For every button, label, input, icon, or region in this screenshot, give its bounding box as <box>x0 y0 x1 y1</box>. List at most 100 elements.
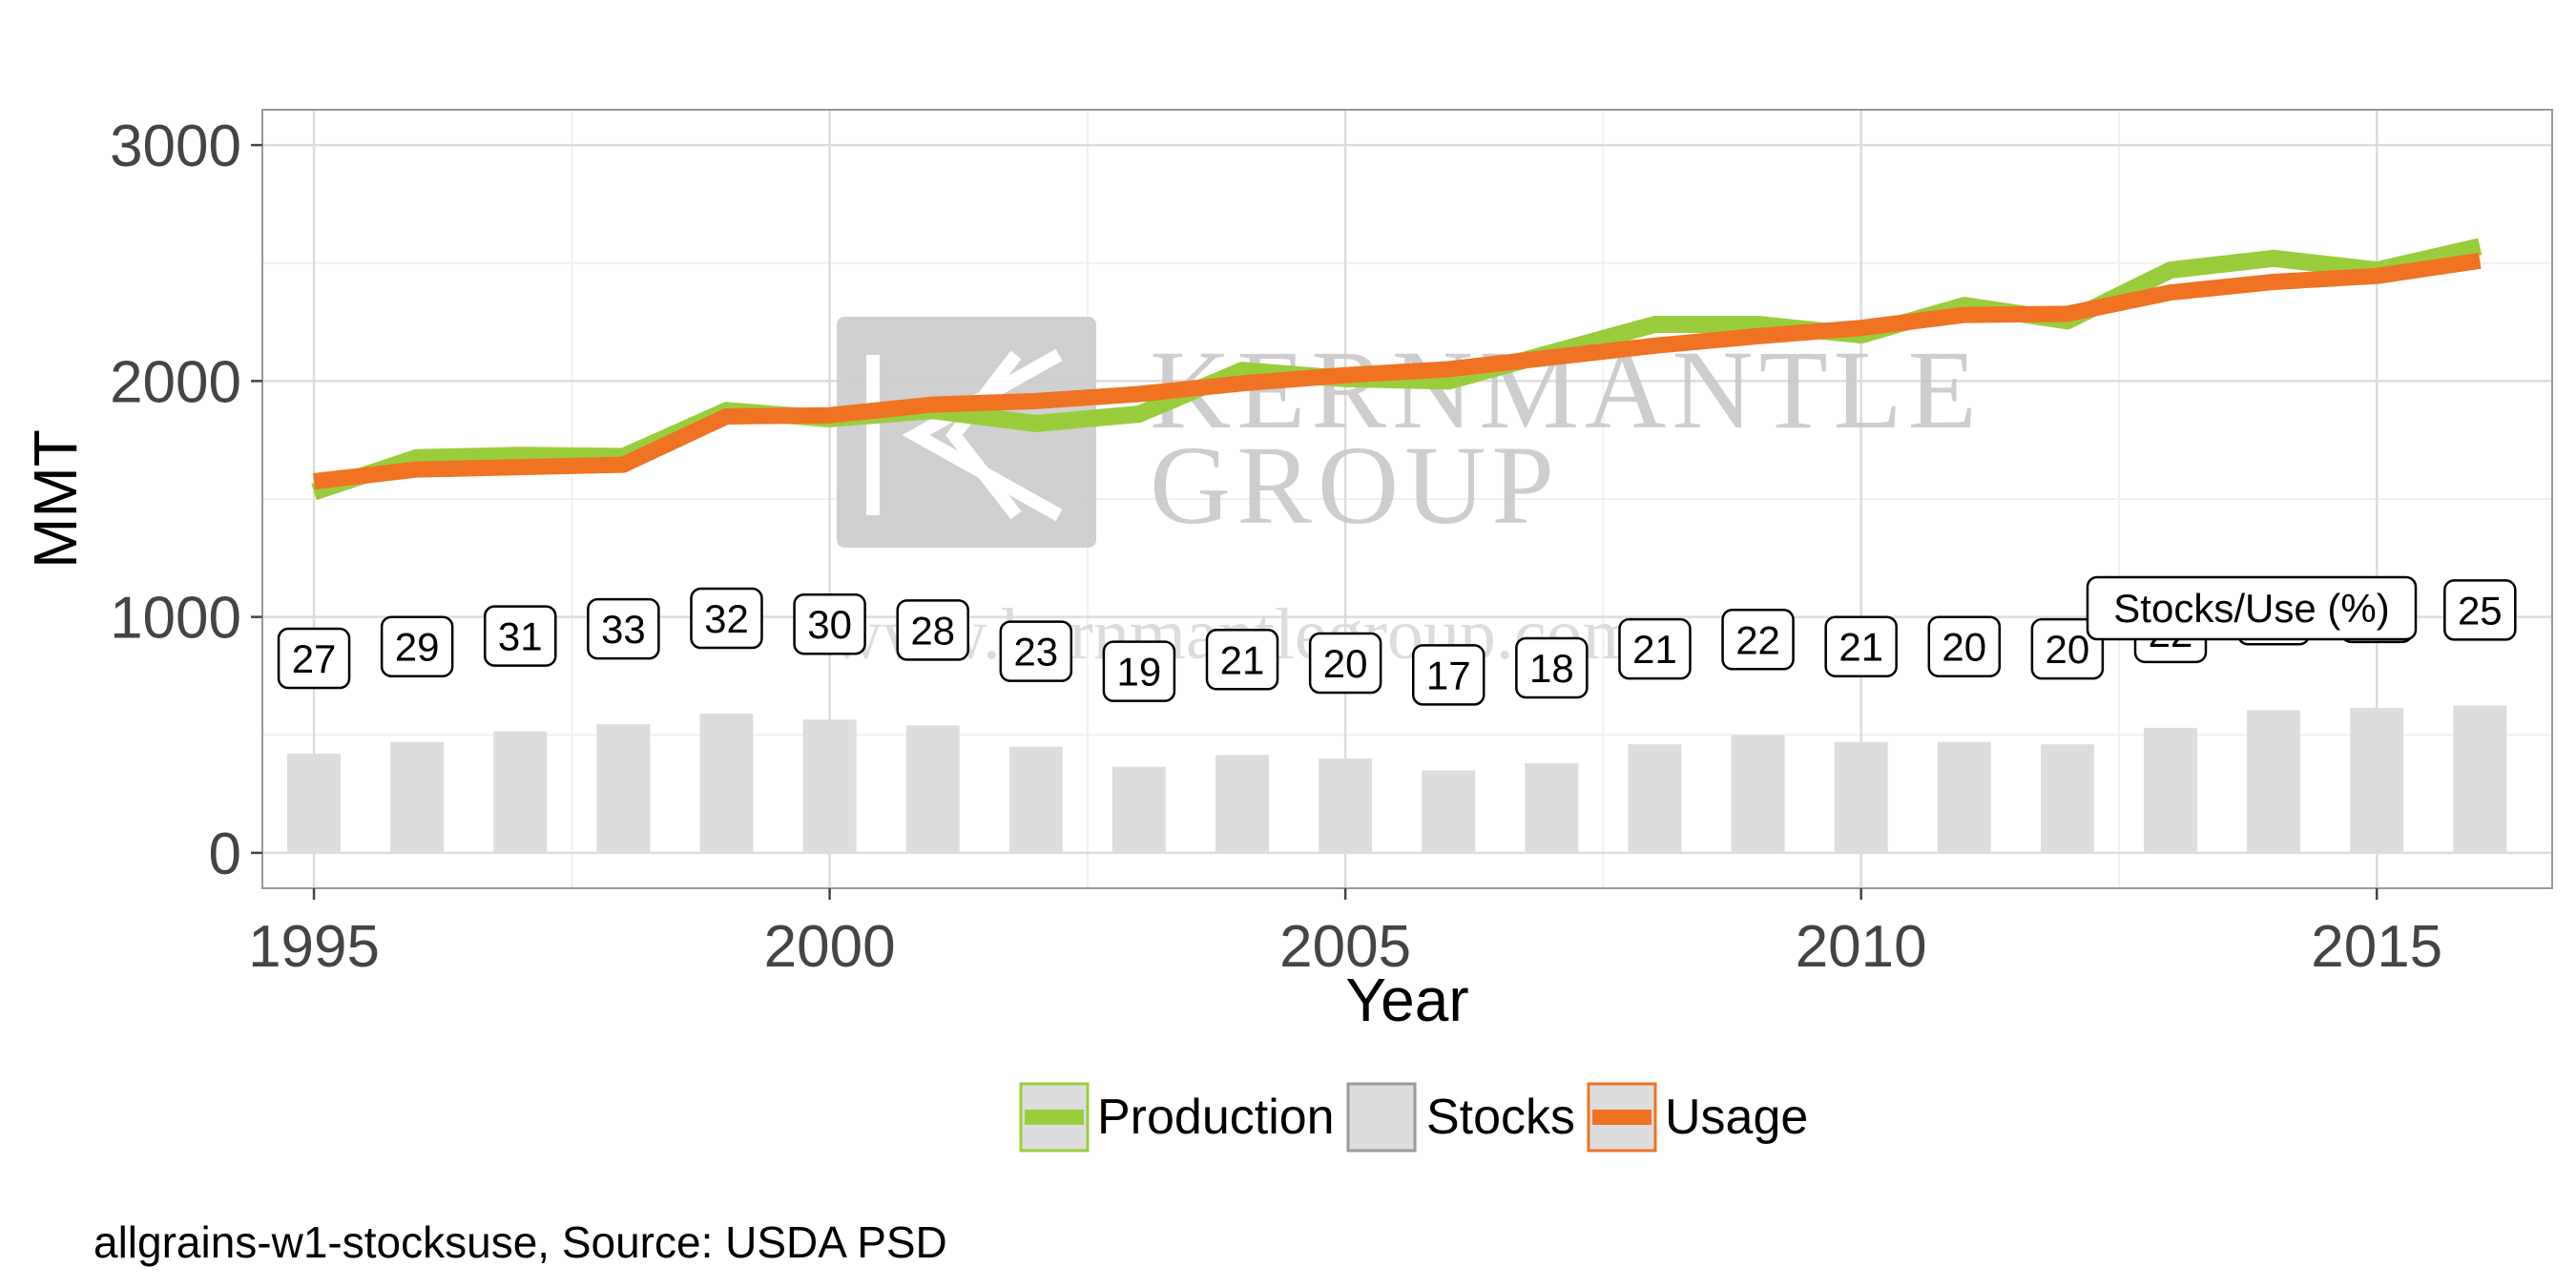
stocks-bar <box>1937 741 1991 853</box>
stocks-use-label: 20 <box>1308 632 1382 695</box>
x-tick-label: 2000 <box>764 914 896 980</box>
caption: allgrains-w1-stocksuse, Source: USDA PSD <box>93 1217 947 1267</box>
usage-line <box>313 252 2482 489</box>
stocks-use-label: 31 <box>484 605 557 667</box>
x-tick-label: 2010 <box>1796 914 1927 980</box>
stocks-use-label-box <box>484 605 557 667</box>
plot-panel-border <box>261 109 2553 889</box>
stocks-bar <box>905 725 960 853</box>
stocks-use-label-box <box>1515 636 1589 699</box>
stocks-use-label: 20 <box>2030 617 2105 680</box>
stocks-use-label-value: 25 <box>2458 588 2503 633</box>
x-tick-label: 1995 <box>248 914 380 980</box>
legend: Production Stocks Usage <box>1019 1082 1808 1153</box>
stocks-use-label-value: 21 <box>1220 637 1265 682</box>
stocks-bar <box>1008 746 1063 853</box>
stocks-use-label-box <box>1102 640 1176 702</box>
stocks-use-label-box <box>999 620 1073 682</box>
y-tick-label: 2000 <box>110 349 241 415</box>
stocks-use-label-value: 20 <box>1323 641 1368 686</box>
x-axis-title: Year <box>1345 966 1468 1034</box>
stocks-use-label: 17 <box>1411 644 1485 706</box>
stocks-use-label: 19 <box>1102 640 1176 702</box>
stocks-use-label-value: 21 <box>1839 625 1883 670</box>
stocks-use-label-value: 18 <box>1529 646 1574 691</box>
stocks-use-label-value: 22 <box>1735 617 1780 662</box>
stocks-bar <box>802 719 857 853</box>
stocks-use-label-box <box>1721 609 1795 671</box>
stocks-use-label-value: 31 <box>498 614 543 659</box>
x-tick-label: 2005 <box>1279 914 1411 980</box>
stocks-use-label-value: 17 <box>1426 653 1471 697</box>
stocks-bar <box>699 714 754 853</box>
stocks-use-label: 28 <box>896 599 969 661</box>
stocks-use-label: 32 <box>690 587 763 650</box>
stocks-bar <box>1111 766 1166 853</box>
stocks-bar <box>2350 707 2404 853</box>
stocks-use-label-value: 20 <box>1942 625 1986 670</box>
series-lines <box>311 238 2483 501</box>
watermark-line2: GROUP <box>1150 423 1560 548</box>
x-tick-label: 2015 <box>2311 914 2442 980</box>
y-tick-label: 1000 <box>110 586 241 652</box>
stocks-use-label: 21 <box>1205 629 1279 691</box>
stocks-bar <box>2453 705 2507 853</box>
stocks-use-label-box <box>1824 615 1898 677</box>
stocks-bar <box>2247 710 2301 853</box>
stocks-use-label: 18 <box>1515 636 1589 699</box>
stocks-bar <box>1215 755 1270 853</box>
stocks-bar <box>390 741 445 853</box>
stocks-use-label-box <box>2443 579 2517 641</box>
stocks-use-label-value: 28 <box>910 608 955 653</box>
legend-key <box>1346 1082 1417 1153</box>
stocks-use-label-value: 29 <box>395 625 440 670</box>
stocks-bar <box>493 731 548 853</box>
stocks-bar <box>1628 744 1682 853</box>
stocks-use-label: 25 <box>2443 579 2517 641</box>
stocks-use-label-box <box>277 627 351 690</box>
stocks-use-label-value: 30 <box>807 602 852 647</box>
stocks-use-label-box <box>1618 617 1692 680</box>
stocks-use-label-box <box>793 592 866 655</box>
stocks-use-label: 33 <box>587 597 660 660</box>
stocks-use-label-value: 33 <box>601 607 646 652</box>
legend-item-stocks: Stocks <box>1346 1082 1575 1153</box>
stocks-use-label-box <box>690 587 763 650</box>
stocks-bar <box>287 754 342 853</box>
stocks-use-label: 27 <box>277 627 351 690</box>
stocks-bar <box>596 724 651 853</box>
stocks-bar <box>1422 770 1476 853</box>
stocks-use-label: 29 <box>380 615 454 677</box>
y-tick-label: 3000 <box>110 114 241 179</box>
watermark-logo-mark <box>866 348 1063 522</box>
stocks-use-label: 21 <box>1824 615 1898 677</box>
stocks-use-label-value: 21 <box>1632 627 1677 672</box>
stocks-use-label-value: 19 <box>1117 650 1162 695</box>
y-axis-ticks: 0 1000 2000 3000 <box>110 114 262 887</box>
stocks-use-label: 20 <box>1927 615 2002 677</box>
y-axis-title: MMT <box>21 429 90 569</box>
stocks-use-label-box <box>1308 632 1382 695</box>
stocks-use-label: 22 <box>1721 609 1795 671</box>
stocks-use-label-value: 27 <box>292 636 337 681</box>
stocks-bars <box>287 705 2507 853</box>
stocks-use-label-value: 32 <box>704 596 749 641</box>
stocks-bar <box>1834 741 1888 853</box>
stocks-use-label-box <box>1927 615 2002 677</box>
y-tick-label: 0 <box>209 821 241 887</box>
stocks-use-label-value: 23 <box>1013 630 1058 675</box>
stocks-use-annotation: Stocks/Use (%) <box>2086 575 2418 641</box>
stocks-bar <box>1731 735 1785 853</box>
legend-item-production: Production <box>1019 1082 1335 1153</box>
stocks-use-label-value: 20 <box>2046 627 2090 672</box>
x-axis-ticks: 1995 2000 2005 2010 2015 <box>248 888 2442 980</box>
stocks-bar <box>1525 762 1579 853</box>
stocks-bar <box>2144 727 2197 853</box>
stocks-bar <box>1319 758 1373 853</box>
stocks-use-label: 30 <box>793 592 866 655</box>
stocks-bar <box>2040 744 2094 853</box>
legend-label: Usage <box>1665 1090 1808 1145</box>
stocks-use-label-box <box>2030 617 2105 680</box>
legend-label: Production <box>1097 1090 1335 1145</box>
